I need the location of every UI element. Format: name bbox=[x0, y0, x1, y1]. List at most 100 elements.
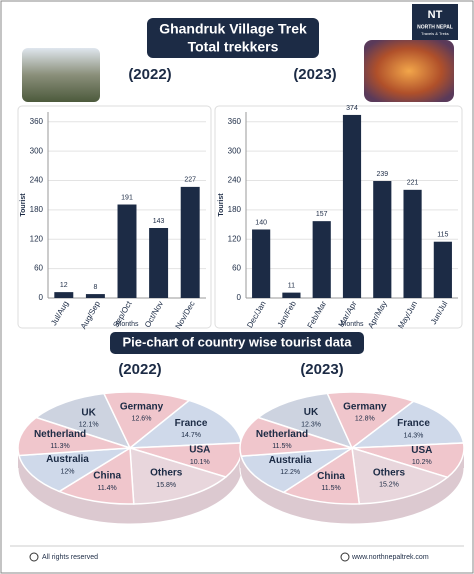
y-tick-label: 180 bbox=[30, 205, 44, 214]
chart-title: (2023) bbox=[300, 361, 343, 378]
photo bbox=[22, 48, 100, 102]
pie-slice bbox=[57, 446, 135, 505]
y-tick-label: 120 bbox=[228, 234, 242, 243]
value-label: 191 bbox=[121, 194, 133, 201]
pie-slice bbox=[129, 446, 228, 505]
value-label: 12 bbox=[60, 282, 68, 289]
pie-slice bbox=[17, 416, 131, 457]
pie-slice bbox=[102, 391, 191, 450]
y-tick-label: 240 bbox=[30, 176, 44, 185]
slice-label: USA bbox=[189, 445, 210, 456]
bar bbox=[149, 228, 169, 298]
photo bbox=[364, 40, 454, 102]
slice-label: China bbox=[317, 471, 345, 482]
bar bbox=[282, 292, 301, 298]
value-label: 221 bbox=[407, 180, 419, 187]
slice-value: 15.2% bbox=[379, 482, 399, 489]
bar bbox=[54, 292, 74, 298]
x-axis-label: Months bbox=[116, 321, 139, 328]
value-label: 115 bbox=[437, 232, 448, 239]
website: www.northnepaltrek.com bbox=[351, 554, 429, 561]
value-label: 157 bbox=[316, 211, 328, 218]
slice-value: 12.6% bbox=[132, 415, 152, 422]
y-tick-label: 360 bbox=[30, 117, 44, 126]
subtitle: Total trekkers bbox=[188, 39, 279, 55]
y-tick-label: 60 bbox=[34, 264, 43, 273]
slice-value: 14.7% bbox=[181, 432, 201, 439]
slice-value: 11.5% bbox=[272, 443, 291, 450]
icon bbox=[29, 552, 39, 562]
slice-value: 12.8% bbox=[355, 416, 375, 423]
pie-slice bbox=[239, 416, 353, 457]
slice-label: France bbox=[397, 418, 430, 429]
slice-label: France bbox=[175, 418, 208, 429]
y-tick-label: 0 bbox=[237, 293, 242, 302]
section-title: Pie-chart of country wise tourist data bbox=[123, 334, 353, 349]
y-tick-label: 120 bbox=[30, 234, 44, 243]
bar bbox=[85, 294, 105, 298]
slice-value: 12.1% bbox=[79, 422, 99, 429]
title: Ghandruk Village Trek bbox=[159, 21, 307, 37]
pie-slice bbox=[240, 447, 353, 494]
bar bbox=[117, 204, 137, 298]
value-label: 239 bbox=[376, 171, 388, 178]
bar bbox=[342, 114, 362, 298]
section-box bbox=[110, 332, 364, 354]
bar bbox=[373, 181, 392, 298]
slice-value: 10.2% bbox=[412, 459, 432, 466]
title-box bbox=[147, 18, 319, 58]
y-tick-label: 360 bbox=[228, 117, 242, 126]
y-tick-label: 300 bbox=[30, 146, 44, 155]
slice-value: 10.1% bbox=[190, 459, 210, 466]
slice-label: Netherland bbox=[34, 429, 86, 440]
logo: NT bbox=[428, 9, 443, 21]
slice-label: UK bbox=[304, 407, 319, 418]
slice-value: 11.5% bbox=[321, 485, 340, 492]
y-tick-label: 60 bbox=[232, 264, 241, 273]
pie-slice bbox=[351, 446, 449, 505]
slice-value: 15.8% bbox=[156, 482, 176, 489]
slice-value: 12.2% bbox=[280, 469, 300, 476]
slice-value: 12% bbox=[60, 468, 74, 475]
value-label: 143 bbox=[153, 218, 165, 225]
value-label: 374 bbox=[346, 105, 358, 112]
value-label: 11 bbox=[288, 282, 295, 289]
y-tick-label: 180 bbox=[228, 205, 242, 214]
value-label: 8 bbox=[93, 284, 97, 291]
value-label: 140 bbox=[255, 219, 267, 226]
slice-value: 14.3% bbox=[404, 432, 424, 439]
pie-slice bbox=[281, 446, 361, 505]
slice-label: China bbox=[93, 471, 121, 482]
bar bbox=[433, 241, 452, 298]
pie-slice bbox=[34, 392, 132, 450]
bar bbox=[252, 229, 271, 298]
bar bbox=[312, 221, 331, 298]
slice-label: Others bbox=[150, 468, 183, 479]
y-axis-label: Tourist bbox=[20, 193, 27, 217]
panel bbox=[214, 105, 463, 329]
pie-slice bbox=[351, 442, 465, 479]
y-tick-label: 300 bbox=[228, 146, 242, 155]
logo-box bbox=[412, 4, 458, 40]
brand: NORTH NEPAL bbox=[417, 24, 453, 30]
slice-label: USA bbox=[411, 445, 432, 456]
y-tick-label: 0 bbox=[39, 293, 44, 302]
value-label: 227 bbox=[184, 177, 196, 184]
slice-label: Australia bbox=[269, 455, 312, 466]
slice-label: UK bbox=[81, 407, 96, 418]
pie-slice bbox=[256, 392, 354, 450]
slice-label: Others bbox=[373, 467, 406, 478]
y-tick-label: 240 bbox=[228, 176, 242, 185]
rights: All rights reserved bbox=[42, 554, 98, 561]
slice-label: Netherland bbox=[256, 429, 308, 440]
x-axis-label: Months bbox=[341, 321, 364, 328]
slice-value: 11.3% bbox=[50, 443, 69, 450]
chart-title: (2022) bbox=[118, 361, 161, 378]
pie-slice bbox=[326, 391, 416, 450]
slice-value: 11.4% bbox=[97, 485, 116, 492]
pie-slice bbox=[349, 400, 465, 449]
chart-title: (2022) bbox=[128, 66, 171, 83]
slice-label: Germany bbox=[120, 401, 164, 412]
slice-label: Germany bbox=[343, 401, 387, 412]
